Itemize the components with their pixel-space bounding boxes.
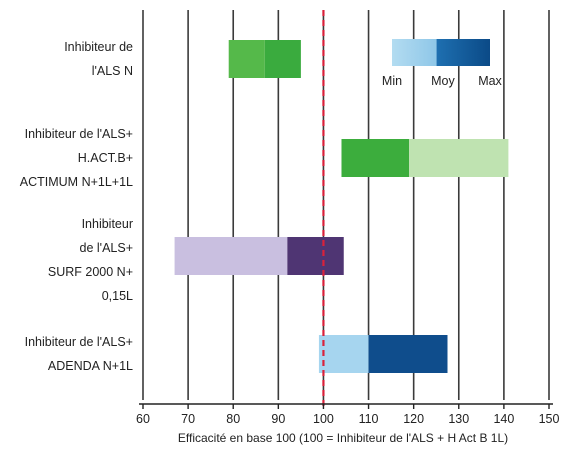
x-axis-title: Efficacité en base 100 (100 = Inhibiteur… [178, 431, 508, 445]
x-tick-label-80: 80 [226, 412, 240, 426]
category-label-4: Inhibiteur de l'ALS+ ADENDA N+1L [25, 335, 133, 373]
range-bars [174, 40, 509, 373]
bar-moy-to-max [409, 139, 509, 177]
legend-label-moy: Moy [431, 74, 455, 88]
category-label-line: Inhibiteur [82, 217, 133, 231]
category-label-line: Inhibiteur de l'ALS+ [25, 335, 133, 349]
x-axis: 60 70 80 90 100 110 120 130 140 150 [136, 403, 560, 426]
range-bar-4 [318, 335, 448, 373]
x-tick-label-100: 100 [313, 412, 334, 426]
x-tick-label-110: 110 [359, 412, 379, 426]
x-tick-label-120: 120 [403, 412, 424, 426]
range-bar-2 [341, 139, 509, 177]
category-labels: Inhibiteur de l'ALS N Inhibiteur de l'ALS+… [20, 40, 133, 373]
category-label-line: de l'ALS+ [80, 241, 133, 255]
legend-label-max: Max [478, 74, 502, 88]
bar-moy-to-max [264, 40, 301, 78]
category-label-1: Inhibiteur de l'ALS N [64, 40, 133, 78]
category-label-2: Inhibiteur de l'ALS+ H.ACT.B+ ACTIMUM N+1L… [20, 127, 133, 189]
category-label-line: ACTIMUM N+1L+1L [20, 175, 133, 189]
category-label-line: ADENDA N+1L [48, 359, 133, 373]
category-label-line: Inhibiteur de [64, 40, 133, 54]
bar-moy-to-max [368, 335, 448, 373]
bar-min-to-moy [318, 335, 369, 373]
legend-swatch [392, 39, 490, 66]
x-tick-label-70: 70 [181, 412, 195, 426]
category-label-line: Inhibiteur de l'ALS+ [25, 127, 133, 141]
legend: Min Moy Max [382, 39, 503, 88]
category-label-line: l'ALS N [92, 64, 133, 78]
bar-min-to-moy [174, 237, 288, 275]
x-tick-label-60: 60 [136, 412, 150, 426]
category-label-line: 0,15L [102, 289, 133, 303]
bar-moy-to-max [287, 237, 344, 275]
x-tick-label-140: 140 [493, 412, 514, 426]
x-tick-label-130: 130 [448, 412, 469, 426]
bar-min-to-moy [228, 40, 265, 78]
x-tick-label-90: 90 [271, 412, 285, 426]
category-label-line: H.ACT.B+ [78, 151, 133, 165]
legend-label-min: Min [382, 74, 402, 88]
range-bar-1 [228, 40, 301, 78]
x-tick-label-150: 150 [539, 412, 560, 426]
range-bar-3 [174, 237, 344, 275]
category-label-3: Inhibiteur de l'ALS+ SURF 2000 N+ 0,15L [48, 217, 133, 303]
category-label-line: SURF 2000 N+ [48, 265, 133, 279]
bar-min-to-moy [341, 139, 410, 177]
